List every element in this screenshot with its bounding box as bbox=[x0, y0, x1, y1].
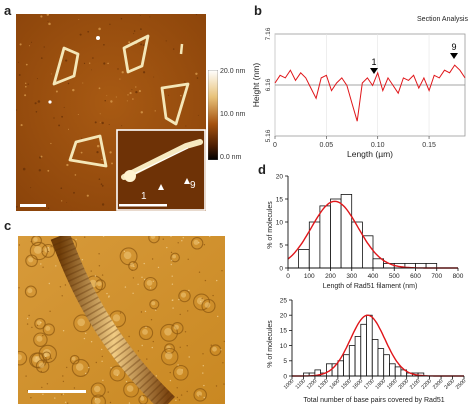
h1-xtick-label: 300 bbox=[346, 273, 357, 280]
h2-ytick-label: 15 bbox=[280, 328, 288, 335]
section-ytick-label: 6.16 bbox=[265, 78, 272, 91]
h2-bar bbox=[366, 314, 373, 377]
h2-bar bbox=[371, 339, 379, 377]
histogram-1-ylabel: % of molecules bbox=[267, 201, 274, 249]
section-yticks: 5.16 6.16 7.16 bbox=[265, 27, 272, 142]
afm-image-a bbox=[16, 14, 206, 211]
histogram-1-xlabel: Length of Rad51 filament (nm) bbox=[323, 283, 418, 290]
section-marker-9-arrow bbox=[450, 53, 458, 59]
histogram-2-xlabel: Total number of base pairs covered by Ra… bbox=[303, 397, 444, 404]
h1-bar bbox=[351, 221, 363, 269]
amplitude-texture bbox=[18, 236, 225, 404]
histogram-2-ylabel: % of molecules bbox=[267, 320, 274, 368]
section-height-trace bbox=[274, 64, 466, 122]
h1-bar bbox=[330, 198, 342, 269]
h2-ytick-label: 10 bbox=[280, 343, 288, 350]
h2-ytick-label: 20 bbox=[280, 313, 288, 320]
inset-marker-9: 9 bbox=[190, 180, 196, 191]
panel-label-d: d bbox=[258, 162, 266, 177]
h2-bar bbox=[348, 345, 356, 377]
h1-bar bbox=[362, 235, 374, 269]
h2-xtick-label: 1700 bbox=[363, 378, 376, 391]
h2-xtick-label: 1900 bbox=[386, 378, 399, 391]
h2-xtick-label: 2500 bbox=[455, 378, 468, 391]
height-colorbar bbox=[208, 70, 218, 160]
h1-xtick-label: 700 bbox=[431, 273, 442, 280]
h1-ytick-label: 15 bbox=[276, 196, 284, 203]
h2-xtick-label: 2300 bbox=[432, 378, 445, 391]
h1-xtick-label: 400 bbox=[368, 273, 379, 280]
h2-xtick-label: 1200 bbox=[306, 378, 319, 391]
h1-ytick-label: 5 bbox=[279, 242, 283, 249]
h2-xtick-label: 2200 bbox=[420, 378, 433, 391]
h2-xtick-label: 1300 bbox=[317, 378, 330, 391]
section-ylabel: Height (nm) bbox=[251, 63, 261, 108]
h2-xtick-label: 2400 bbox=[443, 378, 456, 391]
colorbar-min-label: 0.0 nm bbox=[220, 154, 242, 161]
panel-label-c: c bbox=[4, 218, 12, 233]
h2-bar bbox=[343, 354, 350, 377]
section-ytick-label: 7.16 bbox=[265, 27, 272, 40]
h2-xtick-label: 1600 bbox=[352, 378, 365, 391]
afm-image-c bbox=[18, 236, 225, 404]
h2-bar bbox=[389, 363, 396, 377]
rad51-filament bbox=[50, 236, 175, 404]
scale-bar-a bbox=[20, 204, 46, 207]
section-profile-chart: Section Analysis 5.166.167.16 0 0.05 0.10 0… bbox=[251, 16, 468, 159]
h1-xtick-label: 800 bbox=[453, 273, 464, 280]
h1-bar bbox=[298, 249, 310, 269]
h1-ytick-label: 0 bbox=[279, 265, 283, 272]
section-marker-1-arrow bbox=[370, 68, 378, 74]
histogram-1-bars bbox=[298, 193, 438, 269]
section-xlabel: Length (µm) bbox=[347, 149, 393, 159]
scale-bar-c bbox=[28, 390, 86, 393]
panel-label-a: a bbox=[4, 3, 12, 18]
h2-ytick-label: 0 bbox=[283, 373, 287, 380]
section-marker-1: 1 bbox=[371, 57, 376, 67]
rad51-filament-triangles bbox=[52, 34, 190, 168]
section-xtick-label: 0.05 bbox=[320, 142, 334, 149]
histogram-2-bars bbox=[303, 314, 425, 377]
h1-xtick-label: 200 bbox=[325, 273, 336, 280]
section-xticks: 0 0.05 0.10 0.15 bbox=[273, 136, 436, 149]
h1-ytick-label: 20 bbox=[276, 173, 284, 180]
h2-xtick-label: 1100 bbox=[295, 378, 307, 390]
h1-xtick-label: 100 bbox=[304, 273, 315, 280]
inset-marker-1: 1 bbox=[141, 191, 147, 202]
colorbar-max-label: 20.0 nm bbox=[220, 68, 246, 75]
h2-bar bbox=[383, 354, 390, 377]
h2-xtick-label: 1800 bbox=[375, 378, 388, 391]
h2-xtick-label: 1500 bbox=[340, 378, 353, 391]
colorbar-mid-label: 10.0 nm bbox=[220, 111, 246, 118]
h2-bar bbox=[337, 360, 345, 377]
section-xtick-label: 0.15 bbox=[422, 142, 436, 149]
h1-bar bbox=[319, 205, 331, 269]
h2-ytick-label: 5 bbox=[283, 358, 287, 365]
h2-xtick-label: 1400 bbox=[329, 378, 342, 391]
section-title: Section Analysis bbox=[417, 16, 468, 23]
section-xtick-label: 0 bbox=[273, 142, 277, 149]
h2-bar bbox=[377, 348, 385, 377]
section-marker-9: 9 bbox=[451, 42, 456, 52]
section-ytick-label: 5.16 bbox=[265, 129, 272, 142]
section-xtick-label: 0.10 bbox=[371, 142, 385, 149]
h2-bar bbox=[354, 336, 362, 377]
h2-xtick-label: 2100 bbox=[409, 378, 422, 391]
h1-xtick-label: 500 bbox=[389, 273, 400, 280]
h2-bar bbox=[360, 323, 367, 377]
panel-label-b: b bbox=[254, 3, 262, 18]
h2-xtick-label: 2000 bbox=[397, 378, 410, 391]
h2-ytick-label: 25 bbox=[280, 297, 288, 304]
h1-xtick-label: 0 bbox=[286, 273, 290, 280]
inset-scale-bar bbox=[119, 204, 167, 207]
h2-bar bbox=[394, 366, 402, 377]
h1-xtick-label: 600 bbox=[410, 273, 421, 280]
h1-ytick-label: 10 bbox=[276, 219, 284, 226]
